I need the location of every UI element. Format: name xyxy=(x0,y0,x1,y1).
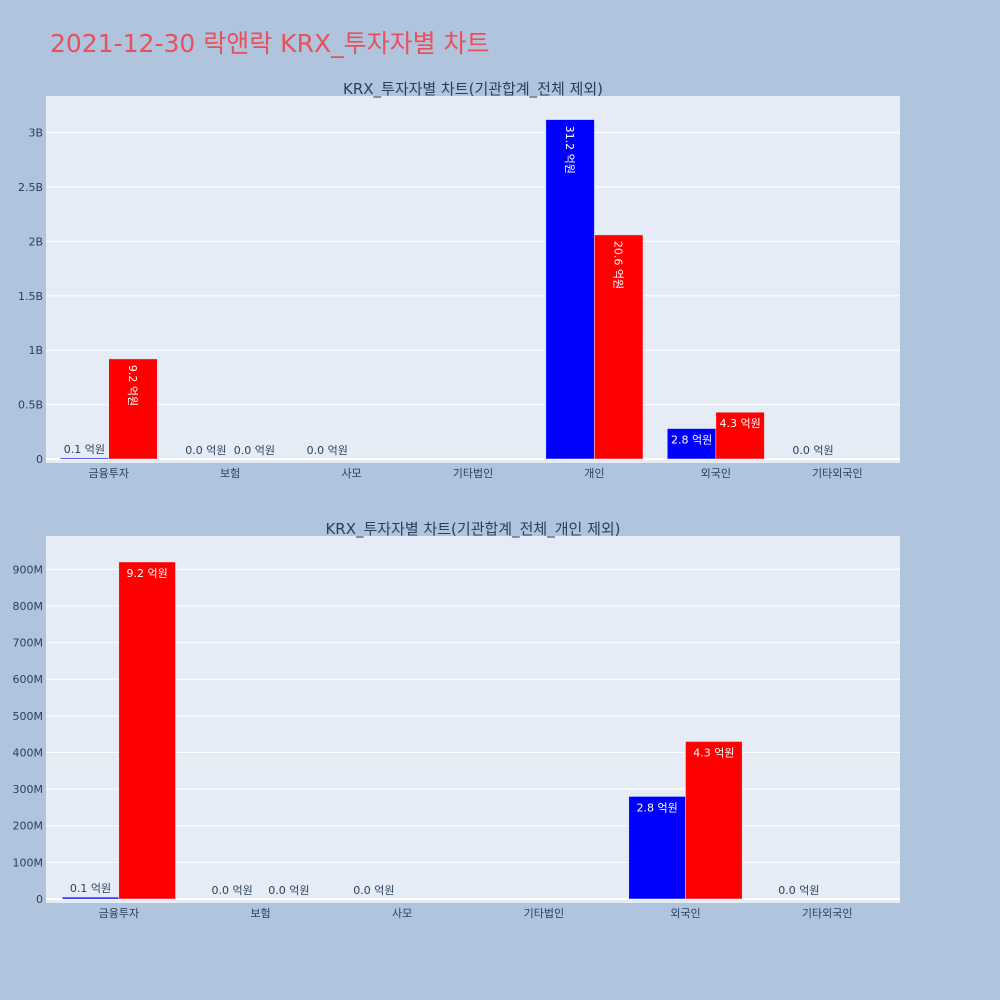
y-tick-label: 2B xyxy=(28,235,43,248)
data-label: 0.0 억원 xyxy=(307,444,348,457)
y-tick-label: 500M xyxy=(13,710,44,723)
y-tick-label: 1B xyxy=(28,344,43,357)
bar xyxy=(594,234,644,460)
y-tick-label: 200M xyxy=(13,820,44,833)
x-tick-label: 금융투자 xyxy=(99,907,139,920)
x-tick-label: 기타법인 xyxy=(453,467,493,480)
y-tick-label: 0 xyxy=(36,453,43,466)
y-tick-label: 1.5B xyxy=(18,290,43,303)
data-label: 0.0 억원 xyxy=(353,884,394,897)
x-tick-label: 외국인 xyxy=(701,467,731,480)
y-tick-label: 0.5B xyxy=(18,399,43,412)
plot-area xyxy=(46,96,900,463)
data-label: 9.2 억원 xyxy=(127,567,168,580)
x-tick-label: 외국인 xyxy=(670,907,700,920)
y-tick-label: 900M xyxy=(13,563,44,576)
x-tick-label: 사모 xyxy=(392,907,412,920)
x-tick-label: 보험 xyxy=(220,467,240,480)
x-tick-label: 기타외국인 xyxy=(802,907,853,920)
data-label: 20.6 억원 xyxy=(612,241,625,289)
data-label: 0.0 억원 xyxy=(778,884,819,897)
data-label: 0.1 억원 xyxy=(64,443,105,456)
plot-area xyxy=(46,536,900,903)
y-tick-label: 2.5B xyxy=(18,181,43,194)
y-tick-label: 0 xyxy=(36,893,43,906)
data-label: 0.0 억원 xyxy=(268,884,309,897)
data-label: 0.0 억원 xyxy=(185,444,226,457)
bar xyxy=(628,796,686,900)
y-tick-label: 300M xyxy=(13,783,44,796)
bar xyxy=(59,457,109,460)
page-title: 2021-12-30 락앤락 KRX_투자자별 차트 xyxy=(50,29,490,58)
y-tick-label: 400M xyxy=(13,746,44,759)
bar xyxy=(685,741,743,900)
x-tick-label: 보험 xyxy=(250,907,270,920)
data-label: 0.0 억원 xyxy=(792,444,833,457)
y-tick-label: 700M xyxy=(13,637,44,650)
data-label: 9.2 억원 xyxy=(126,365,139,406)
y-tick-label: 3B xyxy=(28,127,43,140)
x-tick-label: 기타법인 xyxy=(524,907,564,920)
x-tick-label: 기타외국인 xyxy=(812,467,863,480)
data-label: 0.1 억원 xyxy=(70,882,111,895)
data-label: 2.8 억원 xyxy=(637,801,678,814)
x-tick-label: 금융투자 xyxy=(88,467,128,480)
bar xyxy=(118,561,176,900)
bar xyxy=(545,119,595,460)
bar xyxy=(715,411,765,460)
x-tick-label: 사모 xyxy=(341,467,361,480)
data-label: 31.2 억원 xyxy=(563,126,576,174)
data-label: 0.0 억원 xyxy=(234,444,275,457)
data-label: 4.3 억원 xyxy=(693,746,734,759)
y-tick-label: 100M xyxy=(13,856,44,869)
data-label: 0.0 억원 xyxy=(212,884,253,897)
bar xyxy=(108,358,158,460)
chart-title: KRX_투자자별 차트(기관합계_전체 제외) xyxy=(343,80,603,99)
bar xyxy=(61,896,120,900)
data-label: 2.8 억원 xyxy=(671,434,712,447)
bar xyxy=(667,428,717,460)
y-tick-label: 600M xyxy=(13,673,44,686)
y-tick-label: 800M xyxy=(13,600,44,613)
chart-title: KRX_투자자별 차트(기관합계_전체_개인 제외) xyxy=(325,520,620,539)
data-label: 4.3 억원 xyxy=(720,417,761,430)
x-tick-label: 개인 xyxy=(584,467,604,480)
